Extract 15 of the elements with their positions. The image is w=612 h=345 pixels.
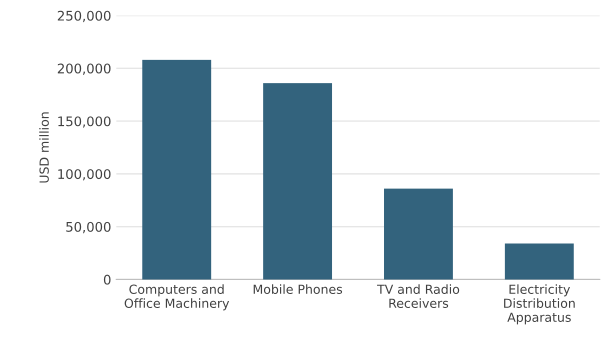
x-tick-label: Mobile Phones: [254, 284, 342, 294]
y-tick-label: 250,000: [58, 10, 111, 22]
y-tick-label: 0: [104, 274, 111, 285]
x-tick-label: Electricity Distribution Apparatus: [504, 284, 575, 324]
bar: [263, 83, 332, 280]
y-tick-label: 150,000: [58, 116, 111, 128]
y-axis-title: USD million: [39, 112, 49, 183]
bar: [384, 188, 453, 280]
bar: [142, 60, 212, 280]
y-tick-label: 50,000: [66, 222, 111, 234]
y-tick-label: 100,000: [58, 169, 111, 180]
x-tick-label: Computers and Office Machinery: [124, 284, 230, 310]
y-tick-label: 200,000: [58, 64, 111, 75]
x-tick-label: TV and Radio Receivers: [377, 284, 460, 308]
bar: [504, 244, 574, 280]
